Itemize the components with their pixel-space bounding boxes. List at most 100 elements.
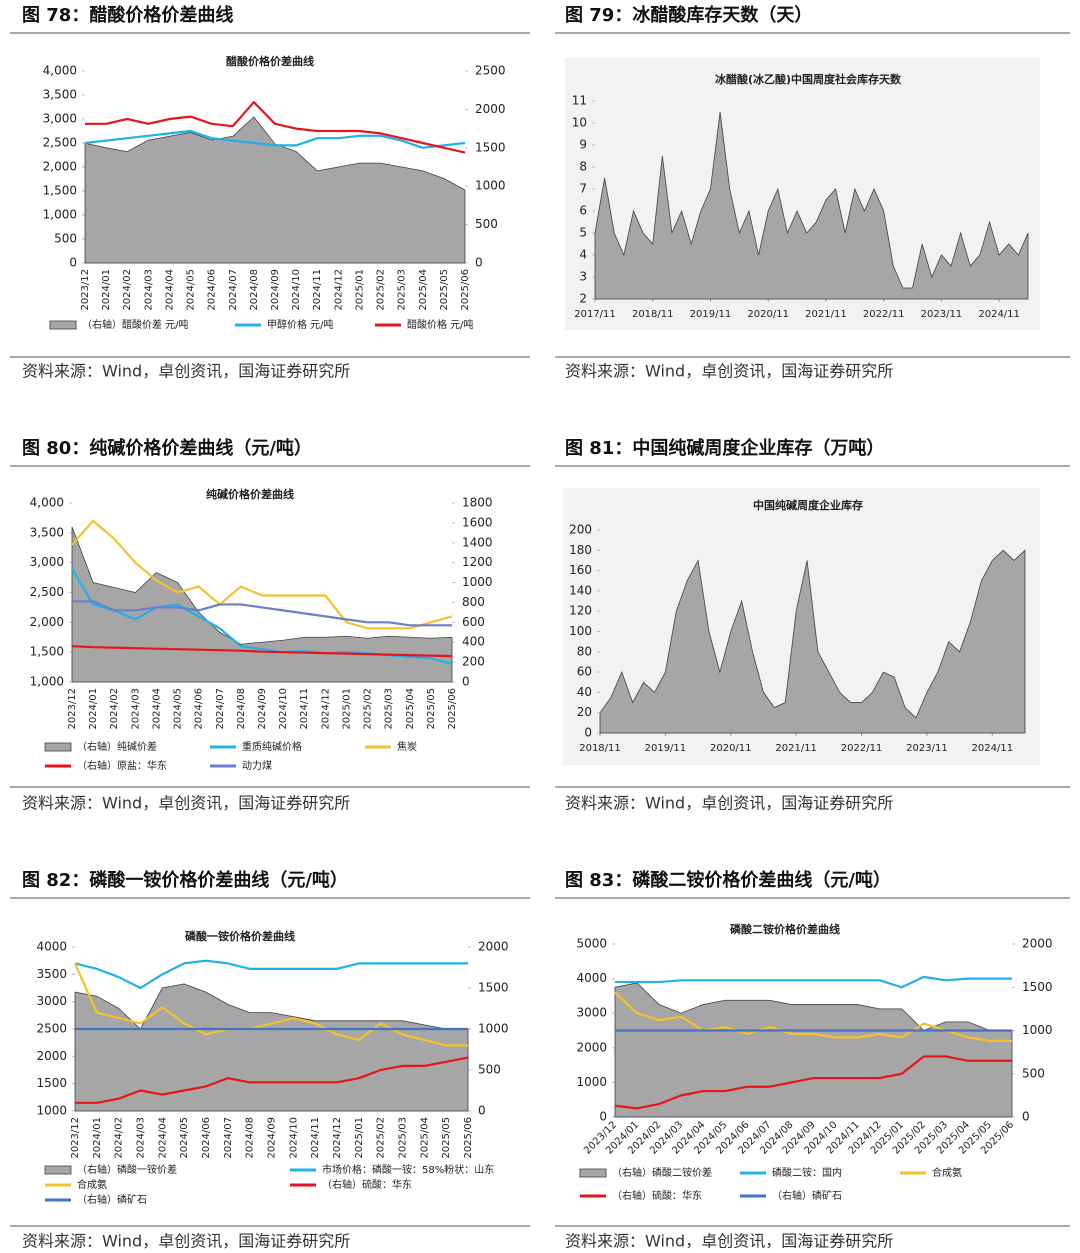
- x-tick-label: 2024/07: [223, 1117, 234, 1159]
- source-note: 资料来源：Wind，卓创资讯，国海证券研究所: [565, 794, 893, 813]
- x-tick-label: 2024/02: [122, 269, 133, 311]
- y-tick-label: 3: [579, 270, 587, 284]
- y-tick-label: 1,000: [30, 675, 64, 689]
- legend-swatch: [49, 320, 77, 330]
- y2-tick-label: 2000: [478, 940, 509, 954]
- x-tick-label: 2025/06: [460, 269, 471, 311]
- x-tick-label: 2025/06: [447, 688, 458, 730]
- area: [84, 116, 466, 264]
- y-tick-label: 3,500: [43, 88, 77, 102]
- y-tick-label: 2,500: [30, 585, 64, 599]
- y-tick-label: 4,000: [30, 496, 64, 510]
- y2-tick-label: 1000: [462, 575, 493, 589]
- y-tick-label: 4000: [36, 940, 67, 954]
- line: [72, 600, 452, 627]
- y-tick-label: 2000: [36, 1049, 67, 1063]
- figure-caption: 图 80：纯碱价格价差曲线（元/吨）: [22, 437, 312, 459]
- x-tick-label: 2024/06: [194, 688, 205, 730]
- legend-label: 重质纯碱价格: [242, 740, 302, 753]
- y2-tick-label: 1400: [462, 535, 493, 549]
- y2-tick-label: 0: [475, 256, 483, 270]
- y-tick-label: 2,000: [30, 615, 64, 629]
- x-tick-label: 2018/11: [579, 743, 621, 754]
- y-tick-label: 2: [579, 292, 587, 306]
- x-tick-label: 2024/08: [249, 269, 260, 311]
- x-tick-label: 2024/03: [130, 688, 141, 730]
- y2-tick-label: 1500: [478, 981, 509, 995]
- area: [594, 111, 1029, 300]
- legend-label: （右轴）磷酸二铵价差: [612, 1166, 712, 1179]
- legend-label: 醋酸价格 元/吨: [407, 318, 474, 331]
- y-tick-label: 2,500: [43, 136, 77, 150]
- y-tick-label: 10: [572, 116, 587, 130]
- legend-label: 磷酸二铵：国内: [772, 1166, 842, 1179]
- x-tick-label: 2024/05: [179, 1117, 190, 1159]
- legend-label: 焦炭: [397, 740, 417, 753]
- x-tick-label: 2021/11: [775, 743, 817, 754]
- y-tick-label: 120: [569, 604, 592, 618]
- y-tick-label: 3000: [576, 1006, 607, 1020]
- y-tick-label: 0: [599, 1110, 607, 1124]
- y2-tick-label: 500: [1022, 1066, 1045, 1080]
- legend-label: 甲醇价格 元/吨: [267, 318, 334, 331]
- y-tick-label: 3500: [36, 967, 67, 981]
- x-tick-label: 2025/05: [441, 1117, 452, 1159]
- x-tick-label: 2024/08: [245, 1117, 256, 1159]
- x-tick-label: 2025/01: [341, 688, 352, 730]
- y2-tick-label: 800: [462, 595, 485, 609]
- chart-title: 中国纯碱周度企业库存: [753, 498, 863, 512]
- figure-caption: 图 81：中国纯碱周度企业库存（万吨）: [565, 437, 884, 459]
- legend-label: 动力煤: [242, 759, 272, 772]
- line: [75, 1056, 469, 1104]
- x-tick-label: 2023/12: [80, 269, 91, 311]
- x-tick-label: 2025/01: [354, 269, 365, 311]
- y-tick-label: 160: [569, 563, 592, 577]
- y2-tick-label: 200: [462, 655, 485, 669]
- y-tick-label: 9: [579, 138, 587, 152]
- y-tick-label: 8: [579, 160, 587, 174]
- legend-label: （右轴）纯碱价差: [77, 740, 157, 753]
- figure-caption: 图 79：冰醋酸库存天数（天）: [565, 4, 812, 26]
- legend-label: 合成氨: [932, 1166, 962, 1179]
- x-tick-label: 2024/06: [201, 1117, 212, 1159]
- rules: [10, 32, 1070, 1227]
- y2-tick-label: 1800: [462, 496, 493, 510]
- y-tick-label: 180: [569, 543, 592, 557]
- y2-tick-label: 500: [475, 217, 498, 231]
- x-tick-label: 2025/04: [418, 269, 429, 311]
- x-tick-label: 2019/11: [690, 309, 732, 320]
- y-tick-label: 3,500: [30, 525, 64, 539]
- x-tick-label: 2025/05: [426, 688, 437, 730]
- y2-tick-label: 1000: [478, 1022, 509, 1036]
- y-tick-label: 100: [569, 624, 592, 638]
- x-tick-label: 2024/07: [228, 269, 239, 311]
- source-note: 资料来源：Wind，卓创资讯，国海证券研究所: [565, 1232, 893, 1251]
- x-tick-label: 2019/11: [645, 743, 687, 754]
- x-tick-label: 2020/11: [710, 743, 752, 754]
- x-tick-label: 2024/11: [972, 743, 1014, 754]
- x-tick-label: 2024/11: [978, 309, 1020, 320]
- y-tick-label: 1000: [36, 1104, 67, 1118]
- legend-label: （右轴）磷矿石: [77, 1193, 147, 1206]
- y-tick-label: 1,500: [30, 645, 64, 659]
- y2-tick-label: 0: [462, 675, 470, 689]
- x-tick-label: 2024/07: [215, 688, 226, 730]
- x-tick-label: 2023/11: [921, 309, 963, 320]
- y2-tick-label: 1500: [475, 140, 506, 154]
- legend-label: （右轴）磷矿石: [772, 1189, 842, 1202]
- x-tick-label: 2024/02: [114, 1117, 125, 1159]
- chart-title: 纯碱价格价差曲线: [206, 487, 294, 501]
- y-tick-label: 4: [579, 248, 587, 262]
- legend-label: （右轴）硫酸：华东: [322, 1178, 412, 1191]
- x-tick-label: 2021/11: [805, 309, 847, 320]
- line: [85, 101, 466, 154]
- x-tick-label: 2024/10: [288, 1117, 299, 1159]
- x-tick-label: 2023/11: [906, 743, 948, 754]
- x-tick-label: 2025/06: [463, 1117, 474, 1159]
- y2-tick-label: 2500: [475, 64, 506, 78]
- y-tick-label: 60: [577, 665, 592, 679]
- y-tick-label: 80: [577, 644, 592, 658]
- y-tick-label: 140: [569, 583, 592, 597]
- figure-caption: 图 83：磷酸二铵价格价差曲线（元/吨）: [565, 869, 891, 891]
- y-tick-label: 1,500: [43, 184, 77, 198]
